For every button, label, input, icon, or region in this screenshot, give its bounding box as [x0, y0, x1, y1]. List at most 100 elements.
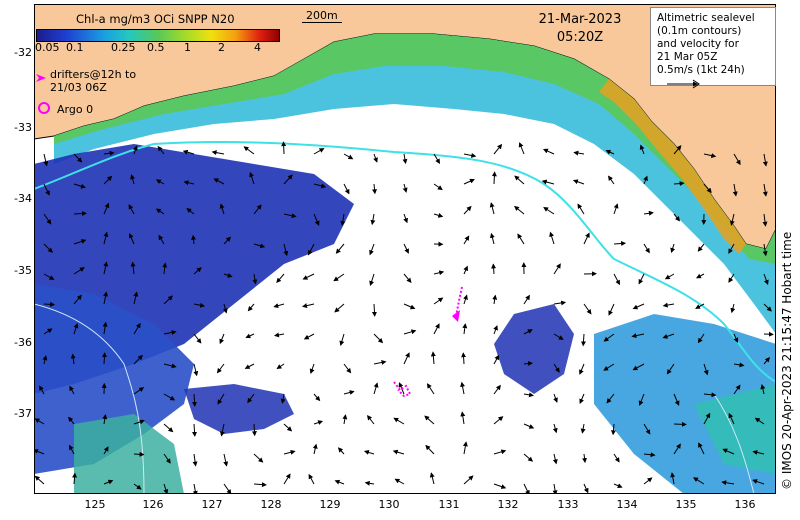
- velocity-arrow: [133, 291, 139, 305]
- velocity-arrow: [283, 243, 289, 257]
- argo-circle-icon: [38, 102, 50, 114]
- velocity-arrow: [103, 175, 113, 185]
- velocity-arrow: [313, 213, 320, 226]
- velocity-arrow: [673, 145, 682, 155]
- velocity-arrow: [163, 453, 171, 464]
- velocity-arrow: [579, 363, 585, 375]
- velocity-arrow: [133, 322, 141, 335]
- velocity-arrow: [191, 234, 197, 245]
- velocity-arrow: [703, 363, 709, 376]
- velocity-arrow: [309, 363, 315, 374]
- y-tick: -33: [14, 121, 32, 134]
- velocity-arrow: [43, 243, 53, 253]
- velocity-arrow: [670, 472, 676, 485]
- altimetry-legend-line: Altimetric sealevel: [657, 12, 755, 24]
- x-tick: 134: [616, 498, 638, 511]
- velocity-arrow: [249, 171, 255, 185]
- x-tick: 131: [438, 498, 460, 511]
- velocity-arrow: [245, 333, 255, 339]
- altimetry-legend-line: and velocity for: [657, 38, 739, 50]
- velocity-arrow: [493, 325, 498, 335]
- velocity-arrow: [583, 303, 592, 315]
- velocity-arrow: [673, 393, 680, 406]
- velocity-arrow: [608, 303, 615, 316]
- velocity-arrow: [763, 357, 770, 365]
- velocity-arrow: [163, 393, 176, 401]
- velocity-arrow: [193, 363, 199, 377]
- velocity-arrow: [283, 174, 293, 185]
- credit-text: © IMOS 20-Apr-2023 21:15:47 Hobart time: [780, 231, 794, 490]
- velocity-arrow: [280, 393, 286, 404]
- velocity-arrow: [313, 148, 325, 155]
- velocity-arrow: [43, 301, 56, 307]
- velocity-arrow: [43, 328, 53, 335]
- velocity-arrow: [553, 333, 564, 340]
- velocity-arrow: [542, 148, 555, 155]
- velocity-scale-arrow-icon: [667, 79, 700, 89]
- velocity-arrow: [219, 423, 225, 437]
- velocity-arrow: [43, 183, 50, 196]
- velocity-arrow: [463, 265, 468, 275]
- velocity-arrow: [373, 360, 387, 365]
- velocity-arrow: [433, 153, 441, 164]
- velocity-arrow: [517, 233, 525, 245]
- velocity-arrow: [582, 453, 587, 464]
- velocity-arrow: [573, 150, 585, 156]
- colorbar-label: 2: [218, 41, 225, 54]
- velocity-arrow: [493, 143, 503, 155]
- velocity-arrow: [133, 483, 142, 490]
- velocity-arrow: [335, 243, 345, 254]
- altimetry-legend: Altimetric sealevel (0.1m contours) and …: [650, 7, 776, 89]
- velocity-arrow: [223, 236, 231, 245]
- velocity-arrow: [42, 355, 48, 365]
- velocity-arrow: [613, 203, 619, 215]
- velocity-arrow: [514, 175, 525, 185]
- velocity-arrow: [553, 393, 558, 403]
- velocity-arrow: [302, 273, 315, 280]
- velocity-arrow: [613, 240, 627, 246]
- shelf-chl-band: [54, 34, 776, 334]
- scale-bar-label: 200m: [306, 9, 338, 22]
- velocity-arrow: [369, 273, 375, 287]
- velocity-arrow: [34, 418, 45, 425]
- mid-chl-southwest: [74, 414, 184, 494]
- velocity-arrow: [763, 273, 769, 286]
- velocity-arrow: [613, 483, 623, 488]
- velocity-arrow: [133, 354, 143, 365]
- velocity-arrow: [673, 421, 687, 427]
- velocity-arrow: [606, 393, 615, 404]
- velocity-arrow: [283, 449, 296, 455]
- velocity-arrow: [163, 363, 177, 369]
- velocity-arrow: [643, 175, 648, 185]
- velocity-arrow: [163, 330, 177, 336]
- velocity-arrow: [631, 333, 645, 339]
- velocity-arrow: [433, 183, 443, 191]
- velocity-arrow: [192, 453, 198, 467]
- colorbar-label: 4: [254, 41, 261, 54]
- velocity-arrow: [103, 479, 114, 485]
- velocity-arrow: [243, 146, 255, 155]
- velocity-arrow: [733, 384, 741, 395]
- x-tick: 128: [260, 498, 282, 511]
- x-tick: 129: [319, 498, 341, 511]
- velocity-arrow: [460, 411, 466, 425]
- velocity-arrow: [373, 153, 378, 163]
- velocity-arrow: [73, 294, 82, 305]
- velocity-arrow: [523, 392, 534, 398]
- velocity-arrow: [130, 261, 136, 275]
- velocity-arrow: [373, 382, 379, 395]
- velocity-arrow: [155, 208, 165, 215]
- velocity-arrow: [703, 183, 712, 194]
- velocity-arrow: [155, 179, 165, 185]
- velocity-arrow: [339, 333, 345, 346]
- velocity-arrow: [163, 483, 169, 494]
- colorbar: [36, 29, 280, 42]
- velocity-arrow: [666, 363, 675, 375]
- velocity-arrow: [583, 232, 590, 245]
- velocity-arrow: [643, 210, 654, 216]
- velocity-arrow: [603, 363, 615, 371]
- velocity-arrow: [733, 362, 745, 368]
- velocity-arrow: [73, 153, 83, 163]
- velocity-arrow: [460, 381, 466, 395]
- velocity-arrow: [489, 202, 495, 215]
